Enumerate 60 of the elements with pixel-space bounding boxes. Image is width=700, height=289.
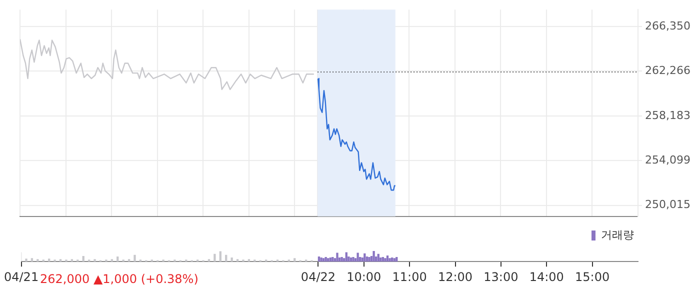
bar <box>390 258 394 262</box>
y-tick-label: 250,015 <box>645 198 690 212</box>
bar <box>70 259 74 262</box>
bar <box>340 257 343 262</box>
bar <box>336 252 338 262</box>
bar <box>352 257 354 262</box>
bar <box>134 254 136 262</box>
bar <box>368 257 370 262</box>
legend-label: 거래량 <box>601 228 634 242</box>
bar <box>372 251 375 262</box>
bar <box>82 256 84 262</box>
bar <box>382 257 384 262</box>
bar <box>48 258 50 262</box>
bar <box>377 254 380 262</box>
bar <box>356 252 359 262</box>
bar <box>94 259 96 262</box>
bar <box>236 259 239 262</box>
bar <box>386 255 389 262</box>
bar <box>332 257 334 262</box>
y-tick-label: 254,099 <box>645 153 690 166</box>
bar <box>30 258 34 262</box>
x-tick-label: 10:00 <box>346 270 382 284</box>
bar <box>248 259 250 262</box>
x-tick-label: 13:00 <box>484 270 518 284</box>
bar <box>388 258 391 262</box>
bar <box>329 258 332 262</box>
bar <box>380 258 382 262</box>
bar <box>361 258 364 262</box>
bar <box>128 259 130 262</box>
bar <box>230 258 233 262</box>
bar <box>208 259 210 262</box>
bar <box>214 254 216 262</box>
bar <box>110 259 113 262</box>
bar <box>225 254 228 262</box>
bar <box>359 257 362 262</box>
bar <box>294 258 296 262</box>
bar <box>318 256 320 262</box>
x-tick-label: 12:00 <box>438 270 473 284</box>
bar <box>324 257 327 262</box>
bar <box>327 258 330 262</box>
x-tick-label: 04/22 <box>300 270 336 284</box>
x-tick-label: 14:00 <box>529 270 564 284</box>
bar <box>116 256 119 262</box>
x-tick-label: 15:00 <box>575 270 610 284</box>
y-tick-label: 258,183 <box>645 108 690 122</box>
x-tick-label: 11:00 <box>392 270 427 284</box>
bar <box>366 256 368 262</box>
bar <box>219 251 222 262</box>
bar <box>348 256 350 262</box>
bar <box>36 259 39 262</box>
bar <box>25 258 28 262</box>
y-tick-label: 262,266 <box>645 64 690 78</box>
bar <box>59 259 62 262</box>
bar <box>384 258 386 262</box>
text: 262,000 ▲1,000 (+0.38%) <box>40 272 198 286</box>
bar <box>320 258 322 262</box>
y-tick-label: 266,350 <box>645 19 690 32</box>
bar <box>393 258 396 262</box>
bar <box>396 257 398 262</box>
x-tick-label: 04/21 <box>4 270 39 284</box>
